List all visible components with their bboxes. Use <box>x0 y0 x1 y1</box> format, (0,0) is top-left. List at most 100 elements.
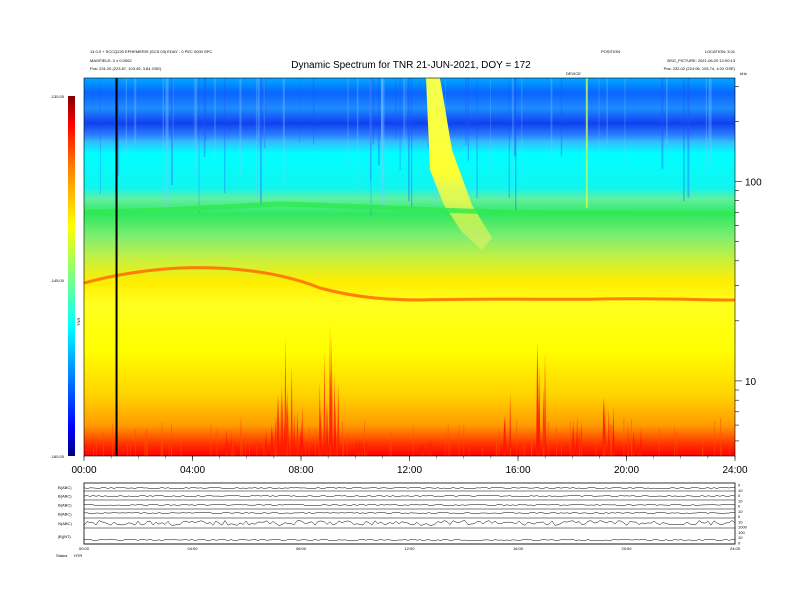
spike <box>180 443 182 456</box>
spike <box>412 425 414 456</box>
spike <box>729 444 731 456</box>
streak <box>369 78 372 175</box>
spike <box>274 444 276 456</box>
htr-label: HTR <box>74 553 82 558</box>
streak <box>370 78 372 182</box>
strip-x-tick: 16:00 <box>513 546 524 551</box>
streak <box>263 78 265 164</box>
spike <box>275 418 277 456</box>
strip-trace <box>83 495 736 497</box>
spike <box>429 438 433 456</box>
spike <box>301 404 304 456</box>
spike <box>714 421 716 456</box>
streak <box>257 78 260 139</box>
strip-right-tick: 0 <box>738 493 741 498</box>
spike <box>702 447 704 456</box>
spike <box>604 444 606 456</box>
spike <box>346 433 348 456</box>
streak <box>598 78 600 152</box>
spike <box>290 364 293 456</box>
colorbar-label: TNR <box>76 318 81 326</box>
streak <box>515 78 517 211</box>
x-tick-label: 08:00 <box>288 465 313 476</box>
streak <box>666 78 668 145</box>
spike <box>720 418 721 456</box>
strip-traces <box>83 487 736 541</box>
streak <box>512 78 513 178</box>
streak <box>224 78 226 193</box>
khz-unit-label: kHz <box>740 71 747 76</box>
spike <box>538 386 541 456</box>
status-label: Status <box>56 553 67 558</box>
spectrogram-streaks <box>99 78 712 216</box>
strip-right-tick: 10 <box>738 488 743 493</box>
spike <box>579 441 580 456</box>
header-right-line1a: POSITION <box>601 49 620 54</box>
streak <box>370 78 372 216</box>
spectrogram <box>84 78 735 456</box>
spike <box>95 442 97 456</box>
streak <box>624 78 626 166</box>
spike <box>637 442 640 456</box>
strip-row-label: B(ABC) <box>58 512 72 517</box>
spike <box>548 421 550 456</box>
spike <box>286 420 288 456</box>
strip-right-tick: 0 <box>738 483 741 488</box>
spike <box>357 436 361 456</box>
streak <box>313 78 315 145</box>
spike <box>241 443 243 456</box>
streak <box>125 78 127 157</box>
streak <box>606 78 608 145</box>
spike <box>658 428 660 456</box>
spike <box>522 439 524 456</box>
streak <box>356 78 359 192</box>
spike <box>284 336 287 456</box>
spike <box>676 432 678 456</box>
streak <box>661 78 664 169</box>
spike <box>627 425 629 456</box>
spike <box>516 420 518 456</box>
spike <box>325 406 329 456</box>
x-tick-label: 16:00 <box>505 465 530 476</box>
spike <box>444 432 446 456</box>
strip-x-tick: 00:00 <box>79 546 90 551</box>
spike <box>421 444 424 456</box>
spike <box>611 425 613 456</box>
streak <box>476 78 478 199</box>
spike <box>297 432 299 456</box>
strip-trace <box>84 539 736 541</box>
spike <box>631 419 632 456</box>
spike <box>135 429 136 456</box>
streak <box>403 78 405 148</box>
spike <box>263 433 265 456</box>
strip-frame <box>83 482 736 545</box>
streak <box>395 78 397 139</box>
spike <box>561 443 562 456</box>
streak <box>467 78 469 161</box>
streak <box>99 78 101 195</box>
spike <box>495 443 497 456</box>
spike <box>389 434 391 456</box>
spike <box>240 426 242 456</box>
spike <box>531 442 533 456</box>
x-tick-label: 00:00 <box>71 465 96 476</box>
strip-panel: B(ABC)B(ABC)B(ABC)B(ABC)N(ABC)|B|(NT) 01… <box>56 483 748 559</box>
header-right-line3: Pos: 232.02 (224.06, 103.74, 4.02 GSE) <box>664 66 736 71</box>
spike <box>463 424 465 456</box>
spike <box>468 447 470 456</box>
spike <box>631 445 633 456</box>
streak <box>521 78 523 183</box>
spike <box>575 433 578 456</box>
spike <box>249 433 250 456</box>
header-right-line1b: LOCATION: 3.01 <box>705 49 736 54</box>
spike <box>314 428 316 456</box>
spike <box>543 427 545 456</box>
strip-x-tick: 20:00 <box>621 546 632 551</box>
colorbar-tick-top: -130.00 <box>50 94 64 99</box>
spike <box>216 429 218 456</box>
streak <box>134 78 137 145</box>
strip-right-tick: 10 <box>738 509 743 514</box>
spike <box>280 384 283 456</box>
streak <box>263 78 266 149</box>
x-tick-label: 24:00 <box>722 465 747 476</box>
